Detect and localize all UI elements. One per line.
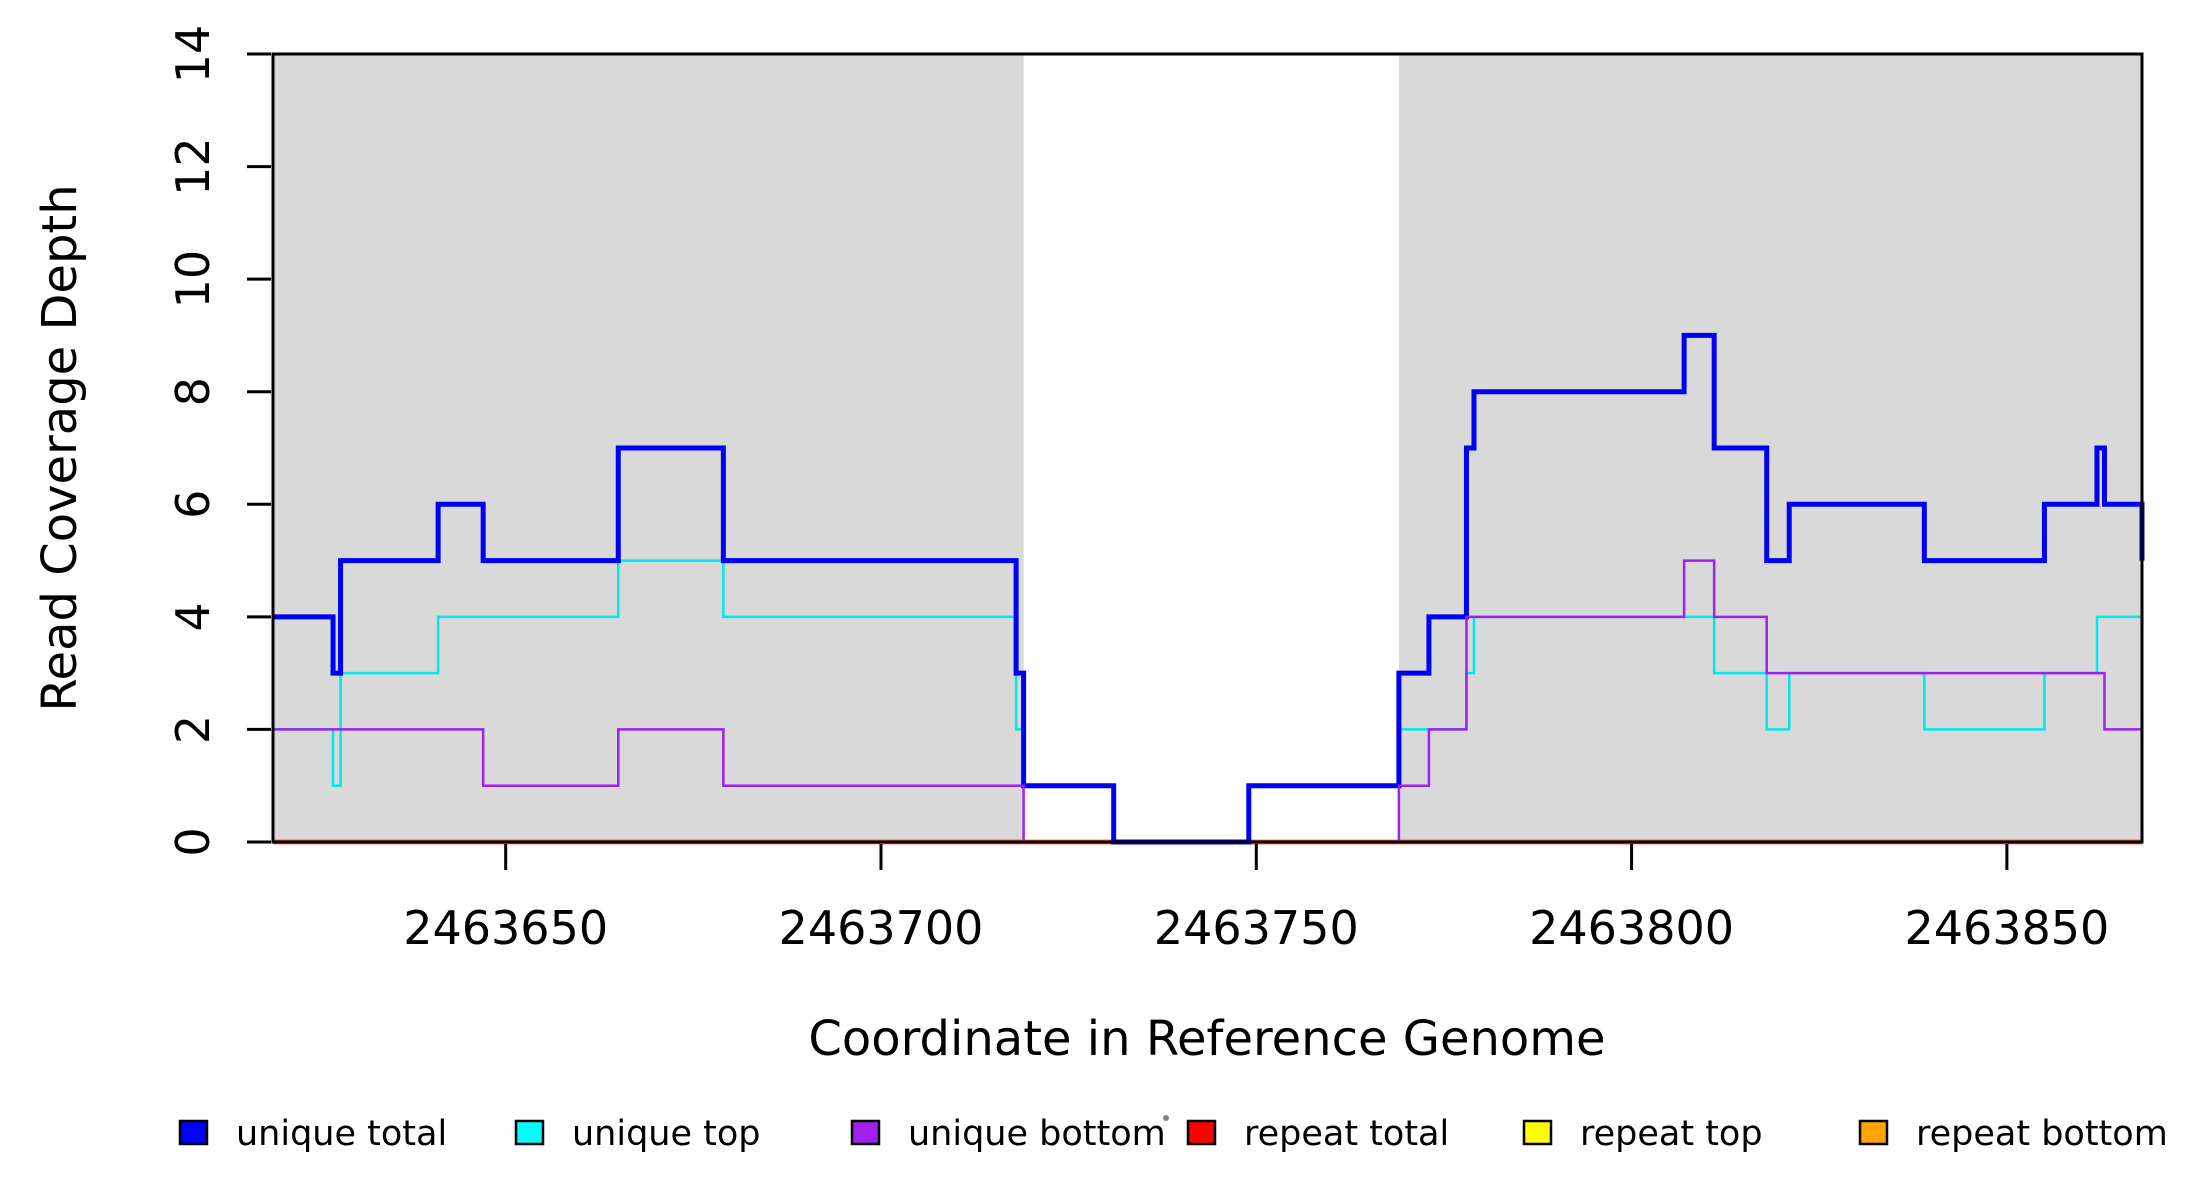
plot-border <box>271 52 2144 844</box>
legend-label-repeat-top: repeat top <box>1580 1114 1763 1154</box>
legend-label-repeat-total: repeat total <box>1244 1114 1449 1154</box>
x-tick-label: 2463700 <box>779 901 984 955</box>
y-tick-label: 14 <box>166 25 220 84</box>
shaded-regions <box>273 54 2142 842</box>
x-tick-label: 2463850 <box>1904 901 2109 955</box>
x-tick-label: 2463750 <box>1154 901 1359 955</box>
legend-swatch-unique-top <box>514 1119 545 1146</box>
series-line-unique-total <box>273 332 2145 845</box>
x-tick-label: 2463650 <box>403 901 608 955</box>
legend-item-repeat-bottom: repeat bottom <box>1858 1114 2168 1154</box>
legend-swatch-repeat-bottom <box>1858 1119 1889 1146</box>
legend-label-unique-top: unique top <box>572 1114 761 1154</box>
legend-item-unique-total: unique total <box>178 1114 447 1154</box>
legend-item-unique-top: unique top <box>514 1114 761 1154</box>
x-axis-title: Coordinate in Reference Genome <box>808 1011 1605 1067</box>
y-tick-label: 0 <box>166 827 220 856</box>
y-tick-label: 8 <box>166 377 220 406</box>
series-line-unique-bottom <box>273 559 2144 844</box>
legend-swatch-unique-bottom <box>850 1119 881 1146</box>
stray-dot <box>1163 1115 1169 1121</box>
legend: unique total unique top unique bottom repea… <box>178 1114 2168 1154</box>
legend-item-unique-bottom: unique bottom <box>850 1114 1166 1154</box>
y-tick-label: 12 <box>166 137 220 196</box>
legend-swatch-repeat-top <box>1522 1119 1553 1146</box>
legend-item-repeat-total: repeat total <box>1186 1114 1449 1154</box>
x-tick-label: 2463800 <box>1529 901 1734 955</box>
legend-item-repeat-top: repeat top <box>1522 1114 1763 1154</box>
legend-swatch-unique-total <box>178 1119 209 1146</box>
y-axis-title: Read Coverage Depth <box>32 184 88 711</box>
legend-swatch-repeat-total <box>1186 1119 1217 1146</box>
legend-label-unique-total: unique total <box>236 1114 447 1154</box>
y-tick-label: 6 <box>166 490 220 519</box>
shaded-region-right-repeat-flank <box>1398 54 2142 842</box>
y-tick-label: 4 <box>166 602 220 631</box>
legend-label-unique-bottom: unique bottom <box>908 1114 1166 1154</box>
y-axis: 0 2 4 6 8 10 12 14 <box>166 25 271 857</box>
legend-label-repeat-bottom: repeat bottom <box>1916 1114 2168 1154</box>
x-axis: 2463650 2463700 2463750 2463800 2463850 <box>403 844 2109 955</box>
y-tick-label: 2 <box>166 715 220 744</box>
y-tick-label: 10 <box>166 250 220 309</box>
